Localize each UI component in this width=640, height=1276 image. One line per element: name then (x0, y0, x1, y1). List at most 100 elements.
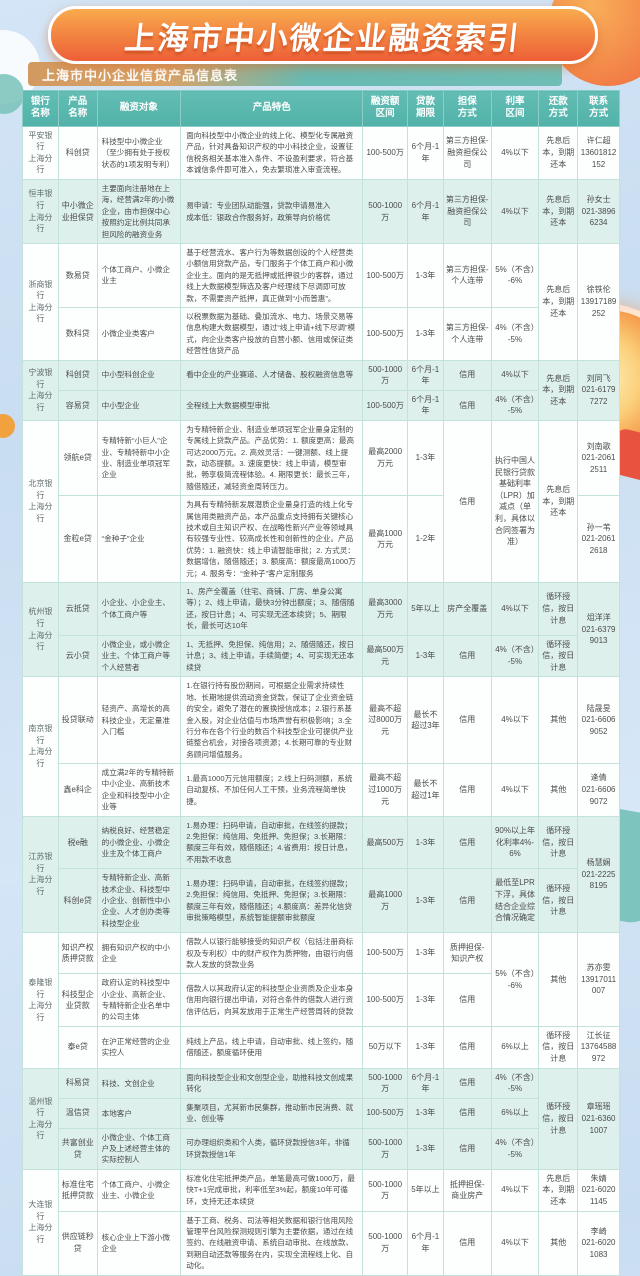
column-header-bank: 银行 名称 (22, 90, 59, 127)
cell-term: 6个月-1年 (407, 125, 444, 181)
credit-products-table-wrap: 银行 名称 产品 名称 融资对象 产品特色 融资额 区间 贷款 期限 担保 方式 利率 区间还… (22, 90, 620, 1276)
cell-amount: 500-1000万 (362, 1127, 409, 1170)
cell-target: 政府认定的科技型中小企业、高新企业、专精特新企业名单中的公司主体 (96, 973, 182, 1027)
cell-contact: 江长征 13764588972 (577, 1025, 620, 1069)
cell-product: 科创e贷 (57, 868, 98, 934)
cell-term: 1-3年 (407, 973, 444, 1027)
table-row: 温信贷 本地客户 集聚项目，尤其新市民集群，推动新市民消费、就业、创业等 100-50… (23, 1097, 620, 1129)
cell-features: 借款人以其政府认定的科技型企业资质及企业本身信用向银行提出申请，对符合条件的借款… (180, 973, 364, 1027)
cell-product: 温信贷 (57, 1097, 98, 1129)
cell-repay: 循环授信，按日计息 (538, 868, 579, 934)
cell-rate: 4%（不含）-5% (490, 1127, 540, 1170)
cell-guarantee: 第三方担保- 个人连带 (442, 243, 492, 308)
cell-guarantee: 信用 (442, 1210, 492, 1276)
cell-repay: 其他 (538, 763, 579, 817)
table-caption-bar: 上海市中小企业信贷产品信息表 (28, 62, 562, 86)
cell-amount: 100-500万 (362, 125, 409, 181)
cell-product: 标准住宅抵押贷款 (57, 1168, 98, 1212)
column-header-repay: 还款 方式 (538, 90, 579, 127)
cell-amount: 最高不超过1000万元 (362, 763, 409, 817)
cell-features: 1.最高1000万元信用额度；2.线上扫码测额，系统自动复核、不加任何人工干预，… (180, 763, 364, 817)
cell-amount: 最高500万元 (362, 634, 409, 678)
cell-guarantee: 第三方担保- 个人连带 (442, 306, 492, 361)
cell-rate: 4%（不含）-5% (490, 1067, 540, 1099)
cell-repay: 先息后本，到期还本 (538, 243, 579, 361)
cell-contact: 刘同飞 021-61797272 (577, 359, 620, 421)
cell-target: 在沪正常经营的企业实控人 (96, 1025, 182, 1069)
cell-features: 看中企业的产业赛道、人才储备、股权融资信息等 (180, 359, 364, 391)
cell-guarantee: 信用 (442, 419, 492, 583)
cell-target: 中小型企业 (96, 389, 182, 421)
cell-guarantee: 信用 (442, 359, 492, 391)
cell-term: 最长不超过1年 (407, 763, 444, 817)
cell-target: 纳税良好、经营稳定的小微企业、小微企业主及个体工商户 (96, 815, 182, 870)
cell-amount: 最高1000万元 (362, 495, 409, 583)
cell-contact: 许仁超 13601812152 (577, 125, 620, 181)
table-row: 杭州银行 上海分行 云抵贷 小企业、小企业主、个体工商户等 1、房产全覆盖（住宅、商铺… (22, 581, 620, 678)
cell-rate: 4%以下 (490, 1168, 540, 1212)
cell-term: 1-3年 (407, 243, 444, 308)
cell-repay: 先息后本，到期还本 (538, 419, 579, 583)
cell-features: 基于经营流水、客户行为等数据创设的个人经营类小额信用贷款产品，专门服务于个体工商… (180, 243, 364, 308)
cell-rate: 4%（不含）-5% (490, 306, 540, 361)
cell-target: 专精特新“小巨人”企业、专精特新中小企业、制造业单项冠军企业 (96, 419, 182, 497)
cell-product: 领航e贷 (57, 419, 98, 497)
cell-contact: 孙一苇 021-20612618 (577, 495, 620, 583)
cell-term: 1-3年 (407, 634, 444, 678)
cell-contact: 朱婧 021-60201145 (577, 1168, 620, 1212)
cell-features: 为专精特新企业、制造业单项冠军企业量身定制的专属线上贷款产品。产品优势：1. 额… (180, 419, 364, 497)
cell-contact: 陆晟旻 021-66069052 (577, 676, 620, 765)
cell-term: 6个月-1年 (407, 1067, 444, 1099)
cell-term: 6个月-1年 (407, 389, 444, 421)
cell-target: 本地客户 (96, 1097, 182, 1129)
cell-term: 1-3年 (407, 1127, 444, 1170)
cell-amount: 最高3000万元 (362, 581, 409, 636)
cell-guarantee: 第三方担保- 融资担保公司 (442, 125, 492, 181)
cell-guarantee: 抵押担保- 商业房产 (442, 1168, 492, 1212)
cell-target: 中小型科创企业 (96, 359, 182, 391)
table-row: 大连银行 上海分行 标准住宅抵押贷款 个体工商户、小微企业主、小微企业 标准化住宅抵押… (22, 1168, 620, 1276)
table-row: 恒丰银行 上海分行 中小微企业担保贷 主要面向注册地在上海，经营满2年的小微企业，由… (22, 179, 620, 245)
cell-bank-name: 浙商银行 上海分行 (22, 243, 59, 361)
cell-rate: 6%以上 (490, 1025, 540, 1069)
cell-product: 知识产权质押贷款 (57, 932, 98, 975)
cell-features: 全程线上大数据模型审批 (180, 389, 364, 421)
cell-product: 供应链秒贷 (57, 1210, 98, 1276)
cell-contact: 刘南歌 021-20612511 (577, 419, 620, 497)
cell-bank-name: 大连银行 上海分行 (22, 1168, 59, 1276)
cell-repay: 其他 (538, 1210, 579, 1276)
cell-repay: 循环授信，按日计息 (538, 815, 579, 870)
table-row: 鑫e科企 成立满2年的专精特新中小企业、高新技术企业和科技型中小企业等 1.最高10… (23, 763, 620, 817)
cell-term: 5年以上 (407, 581, 444, 636)
cell-guarantee: 信用 (442, 1097, 492, 1129)
cell-term: 6个月-1年 (407, 359, 444, 391)
cell-term: 6个月-1年 (407, 1210, 444, 1276)
cell-amount: 100-500万 (362, 306, 409, 361)
cell-product: 鑫e科企 (57, 763, 98, 817)
cell-guarantee: 信用 (442, 868, 492, 934)
credit-products-table: 银行 名称 产品 名称 融资对象 产品特色 融资额 区间 贷款 期限 担保 方式 利率 区间还… (22, 90, 620, 1276)
cell-bank-name: 恒丰银行 上海分行 (22, 179, 59, 245)
cell-contact: 李崎 021-60201083 (577, 1210, 620, 1276)
cell-term: 1-2年 (407, 495, 444, 583)
table-row: 共富创业贷 小微企业、个体工商户及上述经营主体的实际控制人 可办理组织类和个人类，循… (23, 1127, 620, 1170)
table-row: 泰隆银行 上海分行 知识产权质押贷款 拥有知识产权的中小企业 借款人以银行能够接受的知… (22, 932, 620, 1069)
cell-repay: 先息后本，到期还本 (538, 125, 579, 181)
cell-bank-name: 宁波银行 上海分行 (22, 359, 59, 421)
cell-target: 专精特新企业、高新技术企业、科技型中小企业、创新性中小企业、人才创办类等科技型企… (96, 868, 182, 934)
cell-product: 金粒e贷 (57, 495, 98, 583)
cell-product: 科创贷 (57, 125, 98, 181)
cell-product: 科创贷 (57, 359, 98, 391)
table-row: 北京银行 上海分行 领航e贷 专精特新“小巨人”企业、专精特新中小企业、制造业单项冠… (22, 419, 620, 583)
cell-repay: 循环授信，按日计息 (538, 1025, 579, 1069)
cell-amount: 最高2000万元 (362, 419, 409, 497)
table-row: 浙商银行 上海分行 数易贷 个体工商户、小微企业主 基于经营流水、客户行为等数据创设的… (22, 243, 620, 361)
cell-product: 云小贷 (57, 634, 98, 678)
cell-amount: 500-1000万 (362, 1067, 409, 1099)
cell-contact: 章瑶瑶 021-63601007 (577, 1067, 620, 1170)
cell-term: 1-3年 (407, 932, 444, 975)
table-row: 数科贷 小微企业类客户 以税票数据为基础、叠加流水、电力、场景交易等信息构建大数据模… (23, 306, 620, 361)
cell-product: 科易贷 (57, 1067, 98, 1099)
cell-features: 标准化住宅抵押类产品，单笔最高可做1000万，最快T+1完成审批，利率低至3%起… (180, 1168, 364, 1212)
cell-rate: 4%（不含）-5% (490, 389, 540, 421)
